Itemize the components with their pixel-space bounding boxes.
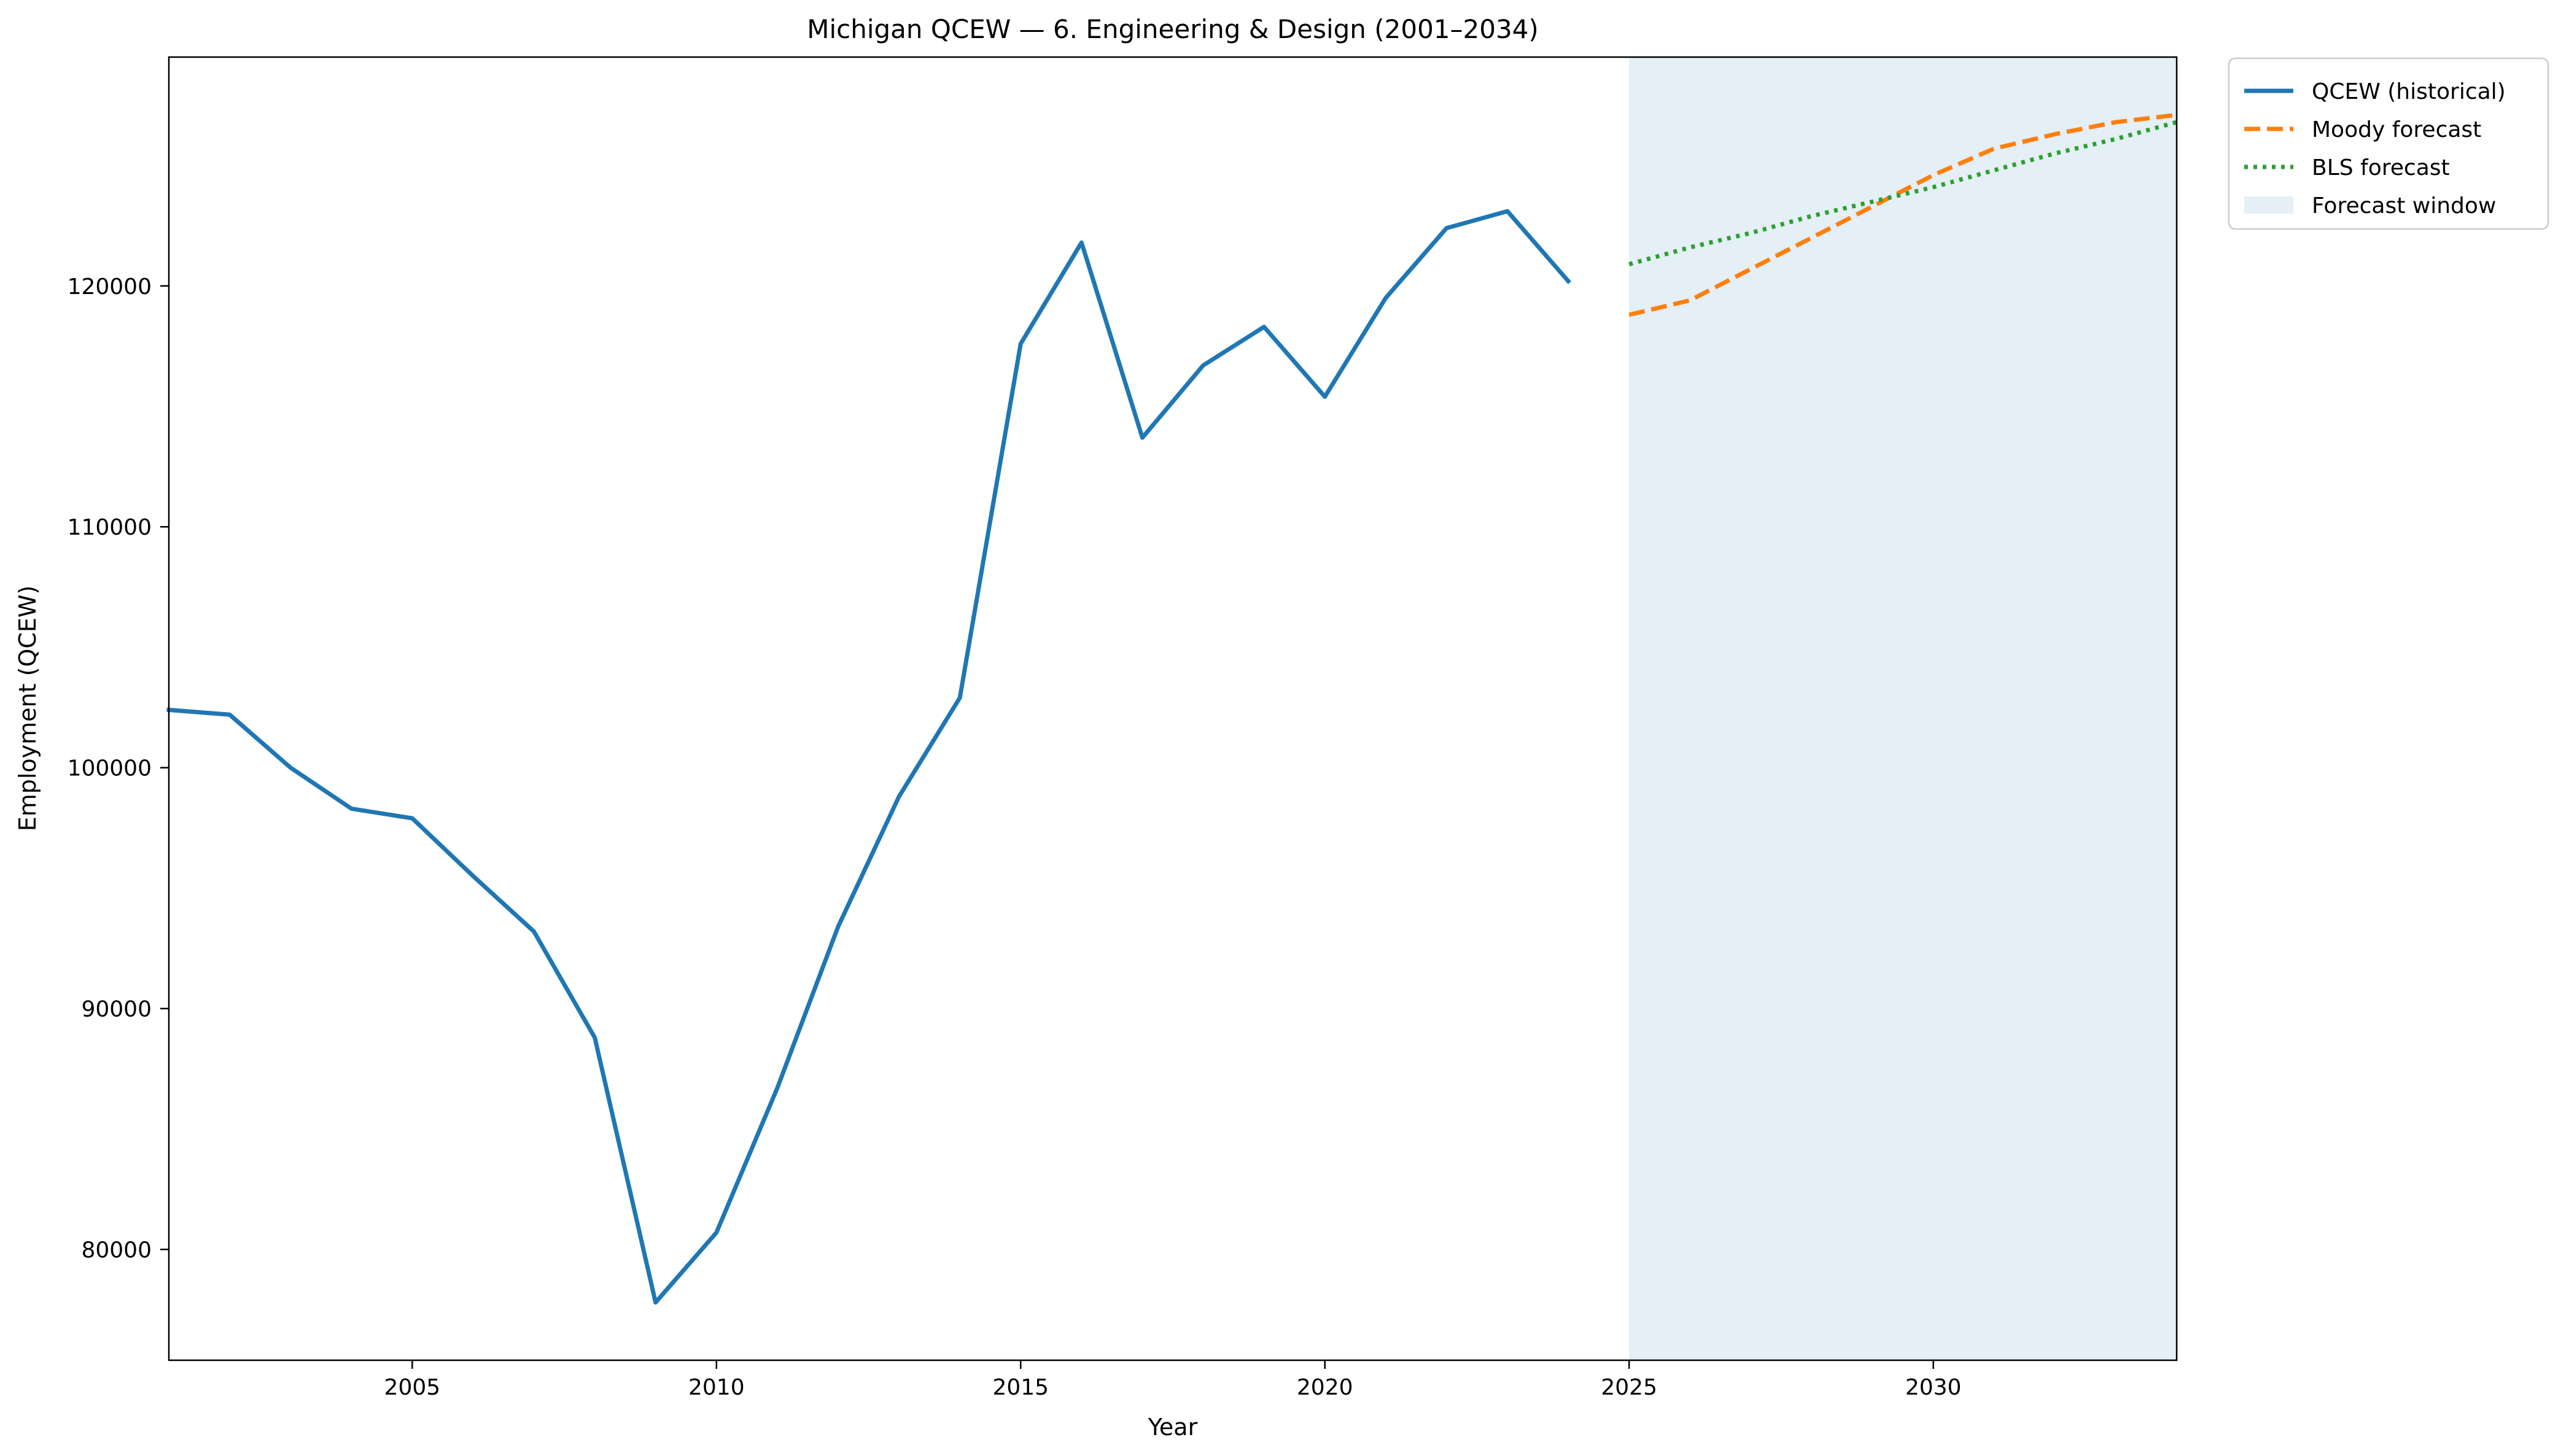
legend-label-qcew-historical: QCEW (historical) [2312, 79, 2506, 104]
series-line-moody-forecast [1628, 112, 2177, 317]
series-line-qcew-historical [166, 209, 1572, 1305]
x-tick-label: 2015 [992, 1375, 1049, 1400]
legend-swatch-forecast-window [2244, 196, 2293, 214]
legend: QCEW (historical) Moody forecast BLS forec… [2228, 57, 2549, 230]
legend-frame [2228, 57, 2549, 230]
legend-label-bls-forecast: BLS forecast [2312, 155, 2450, 180]
x-tick-label: 2025 [1601, 1375, 1657, 1400]
legend-label-moody-forecast: Moody forecast [2312, 117, 2481, 142]
x-tick-label: 2010 [688, 1375, 745, 1400]
y-tick-label: 110000 [68, 515, 152, 540]
y-axis-label: Employment (QCEW) [14, 586, 41, 832]
x-tick-label: 2020 [1297, 1375, 1353, 1400]
series-line-bls-forecast [1628, 120, 2177, 266]
plot-frame [168, 56, 2178, 1361]
y-tick-label: 100000 [68, 756, 152, 781]
x-tick-label: 2005 [384, 1375, 441, 1400]
x-tick-label: 2030 [1905, 1375, 1962, 1400]
y-tick-label: 90000 [81, 997, 152, 1022]
forecast-window-band [1629, 57, 2177, 1360]
y-tick-label: 120000 [68, 274, 152, 300]
x-axis-label: Year [1148, 1414, 1198, 1441]
legend-label-forecast-window: Forecast window [2312, 193, 2496, 219]
chart-title: Michigan QCEW — 6. Engineering & Design … [807, 14, 1539, 44]
y-tick-label: 80000 [81, 1237, 152, 1263]
